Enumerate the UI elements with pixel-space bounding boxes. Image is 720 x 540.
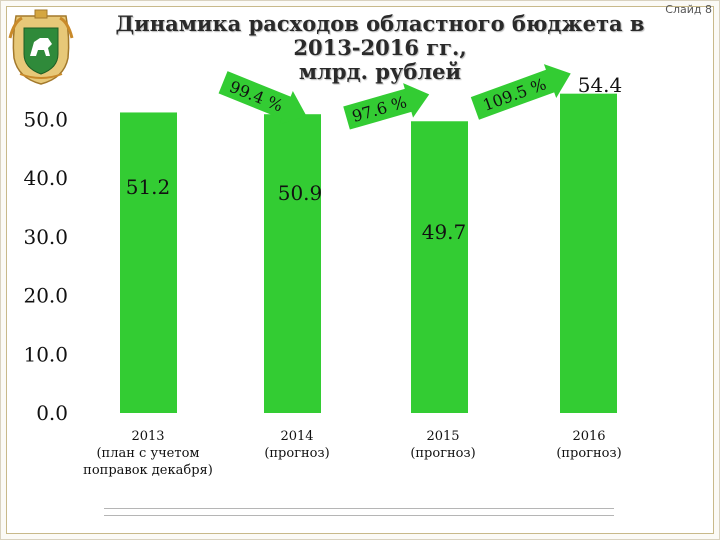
- x-tick-label: (план с учетом: [96, 446, 199, 461]
- coat-of-arms-icon: [8, 9, 74, 85]
- x-tick-label: (прогноз): [410, 446, 475, 461]
- x-tick-label: (прогноз): [264, 446, 329, 461]
- y-tick-label: 50.0: [23, 108, 68, 132]
- data-label: 49.7: [422, 220, 467, 244]
- y-tick-label: 30.0: [23, 225, 68, 249]
- growth-label: 99.4 %: [227, 77, 286, 116]
- y-tick-label: 0.0: [36, 401, 68, 425]
- growth-label: 109.5 %: [480, 74, 549, 114]
- slide-title: Динамика расходов областного бюджета в 2…: [80, 12, 680, 84]
- data-label: 50.9: [278, 181, 323, 205]
- growth-arrow-shape: [343, 83, 430, 130]
- bar: [411, 121, 468, 414]
- footer-divider-1: [104, 508, 614, 509]
- title-line-1: Динамика расходов областного бюджета в 2…: [115, 11, 645, 60]
- x-tick-label: 2015: [426, 429, 459, 444]
- bar: [560, 93, 617, 413]
- y-tick-label: 40.0: [23, 166, 68, 190]
- y-tick-label: 10.0: [23, 342, 68, 366]
- x-tick-label: 2016: [572, 429, 605, 444]
- x-tick-label: поправок декабря): [83, 463, 213, 478]
- growth-arrow-shape: [218, 71, 307, 125]
- bar: [264, 114, 321, 413]
- x-tick-label: 2013: [131, 429, 164, 444]
- data-label: 54.4: [578, 73, 623, 97]
- title-line-2: млрд. рублей: [298, 59, 462, 84]
- bar: [120, 112, 177, 414]
- y-tick-label: 20.0: [23, 284, 68, 308]
- data-label: 51.2: [126, 175, 171, 199]
- footer-divider-2: [104, 515, 614, 516]
- x-tick-label: (прогноз): [556, 446, 621, 461]
- growth-arrow-shape: [470, 64, 571, 120]
- x-tick-label: 2014: [280, 429, 313, 444]
- slide-number: Слайд 8: [665, 3, 712, 16]
